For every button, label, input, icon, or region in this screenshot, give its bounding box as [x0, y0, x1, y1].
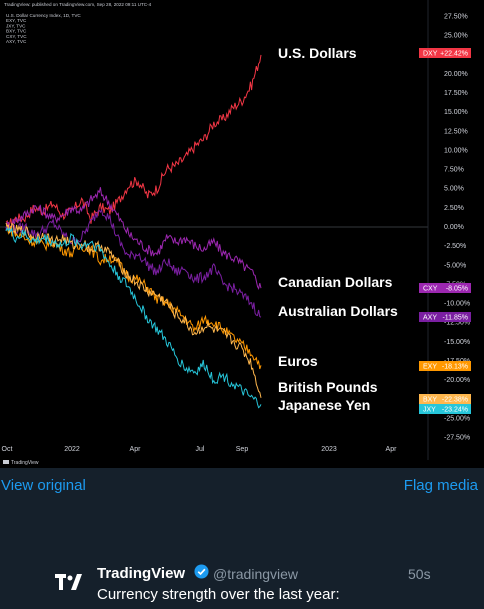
price-badge-value: +22.42%: [440, 51, 468, 58]
price-badge-bg: [419, 283, 471, 293]
chart-header-line: BXY, TVC: [6, 29, 27, 34]
y-tick-label: 0.00%: [444, 224, 464, 231]
y-tick-label: 12.50%: [444, 128, 468, 135]
chart-image[interactable]: TradingView: published on TradingView.co…: [0, 0, 484, 468]
price-badge-ticker: DXY: [423, 51, 438, 58]
y-tick-label: 7.50%: [444, 167, 464, 174]
tweet-timestamp[interactable]: 50s: [408, 566, 431, 582]
tweet-text: Currency strength over the last year:: [97, 586, 340, 603]
price-badge-value: -8.05%: [446, 286, 468, 293]
price-badge-axy: AXY -11.85%: [419, 312, 471, 322]
price-badge-bg: [419, 48, 471, 58]
price-badge-ticker: BXY: [423, 397, 437, 404]
y-tick-label: -2.50%: [444, 243, 466, 250]
y-tick-label: -20.00%: [444, 377, 470, 384]
price-badge-value: -23.24%: [442, 407, 468, 414]
tradingview-logo-avatar[interactable]: [54, 570, 84, 594]
price-badge-bg: [419, 312, 471, 322]
y-tick-label: -27.50%: [444, 435, 470, 442]
watermark-text: TradingView: [11, 460, 39, 466]
price-badge-ticker: EXY: [423, 364, 437, 371]
series-line-axy: [5, 208, 262, 318]
y-tick-label: 20.00%: [444, 71, 468, 78]
annotation-exy: Euros: [278, 353, 318, 369]
tradingview-watermark: TradingView: [3, 460, 39, 466]
series-annotations: U.S. Dollars Canadian Dollars Australian D…: [278, 45, 398, 413]
chart-header-line: CXY, TVC: [6, 34, 27, 39]
y-tick-label: -25.00%: [444, 415, 470, 422]
chart-published-line: TradingView: published on TradingView.co…: [4, 2, 152, 7]
price-badge-value: -22.38%: [442, 397, 468, 404]
price-badge-value: -18.13%: [442, 364, 468, 371]
chart-header-line: JXY, TVC: [6, 23, 26, 28]
price-badge-value: -11.85%: [442, 315, 468, 322]
price-badge-ticker: AXY: [423, 315, 437, 322]
media-links: View original Flag media: [0, 477, 484, 499]
price-badge-exy: EXY -18.13%: [419, 361, 471, 371]
y-tick-label: 2.50%: [444, 205, 464, 212]
view-original-link[interactable]: View original: [1, 477, 86, 494]
y-tick-label: 25.00%: [444, 33, 468, 40]
y-tick-label: -12.50%: [444, 320, 470, 327]
y-axis: 27.50%25.00%22.50%20.00%17.50%15.00%12.5…: [444, 14, 470, 442]
annotation-dxy: U.S. Dollars: [278, 45, 357, 61]
price-badge-bg: [419, 394, 471, 404]
price-badge-ticker: CXY: [423, 286, 438, 293]
y-tick-label: -5.00%: [444, 262, 466, 269]
price-badge-dxy: DXY +22.42%: [419, 48, 471, 58]
price-badge-bxy: BXY -22.38%: [419, 394, 471, 404]
y-tick-label: -15.00%: [444, 339, 470, 346]
verified-badge-icon: [194, 564, 209, 579]
x-tick-label: Sep: [236, 446, 249, 453]
chart-header: TradingView: published on TradingView.co…: [4, 2, 152, 44]
chart-header-line: AXY, TVC: [6, 39, 27, 44]
series-lines: [5, 54, 262, 409]
series-line-cxy: [5, 187, 262, 290]
y-tick-label: 17.50%: [444, 90, 468, 97]
tweet[interactable]: TradingView @tradingview 50s Currency st…: [0, 560, 484, 609]
price-badge-ticker: JXY: [423, 407, 436, 414]
y-tick-label: 27.50%: [444, 14, 468, 21]
flag-media-link[interactable]: Flag media: [403, 477, 478, 494]
x-tick-label: Oct: [2, 446, 13, 453]
author-handle[interactable]: @tradingview: [213, 566, 299, 582]
x-tick-label: 2023: [321, 446, 337, 453]
x-tick-label: Apr: [130, 446, 142, 453]
price-badge-bg: [419, 361, 471, 371]
y-tick-label: 15.00%: [444, 109, 468, 116]
x-tick-label: Apr: [386, 446, 398, 453]
price-badge-cxy: CXY -8.05%: [419, 283, 471, 293]
author-name[interactable]: TradingView: [97, 565, 186, 582]
chart-svg: TradingView: published on TradingView.co…: [0, 0, 471, 466]
series-line-dxy: [5, 54, 262, 230]
annotation-bxy: British Pounds: [278, 379, 378, 395]
x-axis: Oct 2022 Apr Jul Sep 2023 Apr: [2, 446, 398, 453]
annotation-cxy: Canadian Dollars: [278, 274, 393, 290]
price-badges: DXY +22.42% CXY -8.05% AXY -11.85% EXY -18.13% B…: [419, 48, 471, 414]
annotation-axy: Australian Dollars: [278, 303, 398, 319]
annotation-jxy: Japanese Yen: [278, 397, 370, 413]
y-tick-label: -10.00%: [444, 301, 470, 308]
price-badge-jxy: JXY -23.24%: [419, 404, 471, 414]
chart-header-line: U.S. Dollar Currency Index, 1D, TVC: [6, 13, 81, 18]
price-badge-bg: [419, 404, 471, 414]
x-tick-label: Jul: [196, 446, 205, 453]
series-line-jxy: [5, 226, 262, 409]
x-tick-label: 2022: [64, 446, 80, 453]
y-tick-label: 5.00%: [444, 186, 464, 193]
tradingview-logo-icon: [3, 460, 9, 464]
y-tick-label: 10.00%: [444, 147, 468, 154]
series-line-bxy: [5, 222, 262, 398]
chart-header-line: EXY, TVC: [6, 18, 27, 23]
